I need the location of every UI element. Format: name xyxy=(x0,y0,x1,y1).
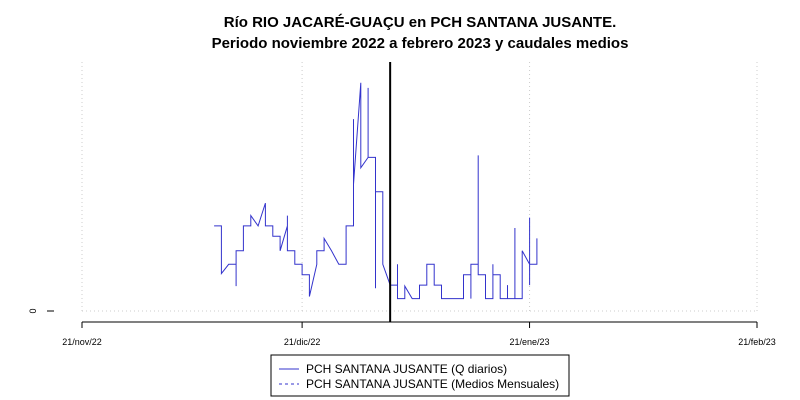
y-tick-label: 0 xyxy=(28,308,38,313)
x-tick-label: 21/feb/23 xyxy=(738,337,776,347)
legend-label-monthly: PCH SANTANA JUSANTE (Medios Mensuales) xyxy=(306,377,559,391)
series-line-0 xyxy=(214,82,538,300)
legend-box xyxy=(270,354,570,397)
x-axis: 21/nov/22 21/dic/22 21/ene/23 21/feb/23 xyxy=(62,321,776,347)
legend-label-daily: PCH SANTANA JUSANTE (Q diarios) xyxy=(306,362,507,376)
legend: PCH SANTANA JUSANTE (Q diarios) PCH SANT… xyxy=(270,354,570,397)
x-tick-label: 21/dic/22 xyxy=(284,337,321,347)
chart-subtitle: Periodo noviembre 2022 a febrero 2023 y … xyxy=(212,35,629,52)
chart-title: Río RIO JACARÉ-GUAÇU en PCH SANTANA JUSA… xyxy=(224,14,617,31)
series-group xyxy=(214,82,538,300)
grid-lines xyxy=(81,62,758,312)
x-tick-label: 21/ene/23 xyxy=(510,337,550,347)
x-tick-label: 21/nov/22 xyxy=(62,337,102,347)
y-axis: 0 xyxy=(28,308,54,314)
